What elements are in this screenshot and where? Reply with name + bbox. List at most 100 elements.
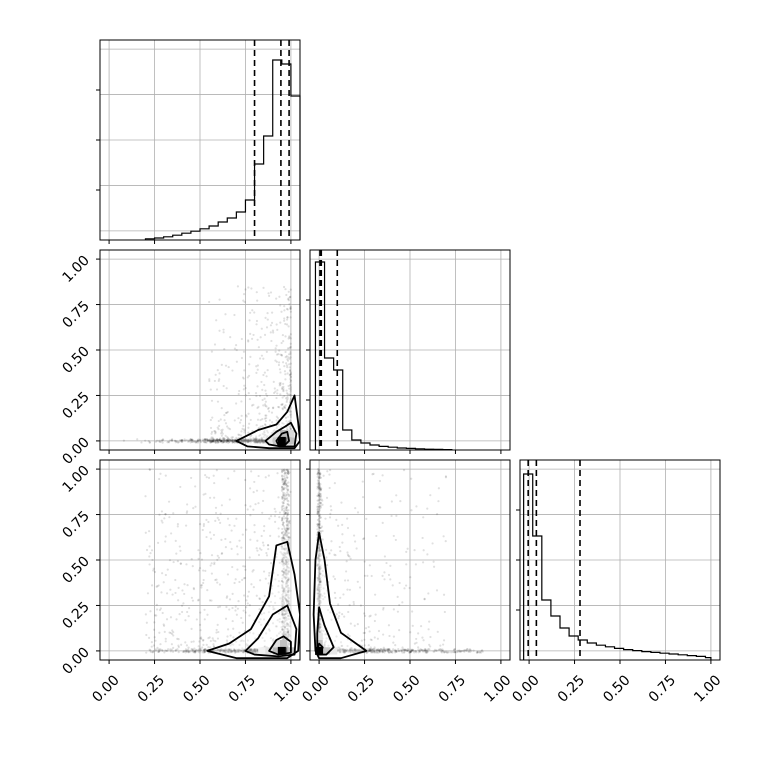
scatter-point <box>287 537 290 540</box>
scatter-point <box>404 648 407 651</box>
scatter-point <box>241 639 244 642</box>
scatter-point <box>269 534 272 538</box>
scatter-point <box>424 651 427 654</box>
scatter-point <box>425 651 429 654</box>
scatter-point <box>316 510 320 513</box>
scatter-point <box>255 439 258 443</box>
scatter-point <box>284 632 287 636</box>
scatter-point <box>232 648 236 651</box>
scatter-point <box>282 422 285 425</box>
scatter-point <box>283 497 287 500</box>
scatter-point <box>205 535 208 539</box>
scatter-point <box>316 471 319 475</box>
scatter-point <box>353 648 356 651</box>
scatter-point <box>411 624 414 627</box>
scatter-point <box>365 651 368 654</box>
scatter-point <box>435 513 439 516</box>
scatter-point <box>282 504 285 508</box>
scatter-point <box>144 439 147 442</box>
scatter-point <box>318 499 322 502</box>
scatter-point <box>252 403 255 406</box>
scatter-point <box>366 650 370 653</box>
scatter-point <box>263 594 266 597</box>
scatter-point <box>283 538 287 541</box>
scatter-point <box>213 429 216 433</box>
scatter-point <box>222 438 226 441</box>
scatter-point <box>401 646 404 649</box>
scatter-point <box>181 439 184 442</box>
scatter-point <box>284 556 288 559</box>
scatter-point <box>378 650 381 653</box>
scatter-point <box>262 441 265 444</box>
scatter-point <box>195 440 198 443</box>
scatter-point <box>177 440 181 444</box>
scatter-point <box>249 649 253 652</box>
scatter-point <box>318 523 321 527</box>
scatter-point <box>288 295 292 299</box>
scatter-point <box>269 331 272 334</box>
scatter-point <box>227 439 230 443</box>
scatter-point <box>209 441 212 444</box>
scatter-point <box>317 487 321 490</box>
scatter-point <box>335 635 338 638</box>
scatter-point <box>343 649 346 652</box>
scatter-point <box>287 600 291 603</box>
scatter-point <box>318 509 321 512</box>
scatter-point <box>255 438 258 442</box>
scatter-point <box>284 597 287 601</box>
scatter-point <box>235 648 238 651</box>
scatter-point <box>199 637 202 640</box>
scatter-point <box>209 418 212 422</box>
scatter-point <box>192 651 195 654</box>
scatter-point <box>210 554 214 557</box>
scatter-point <box>318 595 321 599</box>
scatter-point <box>368 649 371 652</box>
scatter-point <box>287 524 290 527</box>
scatter-point <box>319 506 322 509</box>
scatter-point <box>285 594 288 597</box>
scatter-point <box>240 439 243 442</box>
scatter-point <box>394 648 397 651</box>
scatter-point <box>235 402 238 405</box>
scatter-point <box>215 649 218 652</box>
scatter-point <box>261 441 265 444</box>
scatter-point <box>244 504 247 507</box>
scatter-point <box>242 565 245 568</box>
scatter-point <box>175 552 178 555</box>
scatter-point <box>420 648 423 651</box>
scatter-point <box>289 419 292 422</box>
scatter-point <box>186 503 189 506</box>
scatter-point <box>180 438 183 442</box>
scatter-point <box>318 565 321 568</box>
scatter-point <box>318 476 321 480</box>
scatter-point <box>154 440 158 443</box>
scatter-point <box>216 581 219 584</box>
scatter-point <box>317 556 320 559</box>
scatter-point <box>219 512 222 515</box>
scatter-point <box>226 439 229 442</box>
scatter-point <box>342 648 345 651</box>
scatter-point <box>206 613 209 616</box>
scatter-point <box>439 648 442 651</box>
scatter-point <box>283 569 287 572</box>
scatter-point <box>256 549 259 552</box>
scatter-point <box>388 634 391 638</box>
scatter-point <box>220 552 223 555</box>
scatter-point <box>343 649 347 652</box>
scatter-point <box>243 439 246 442</box>
scatter-point <box>235 650 238 654</box>
scatter-point <box>155 585 158 588</box>
scatter-point <box>319 594 322 597</box>
scatter-point <box>231 649 234 653</box>
scatter-points <box>122 285 293 444</box>
scatter-point <box>253 649 256 652</box>
scatter-point <box>286 517 289 520</box>
scatter-point <box>405 584 408 587</box>
scatter-point <box>285 580 288 583</box>
scatter-point <box>264 476 267 479</box>
scatter-point <box>281 593 284 596</box>
scatter-point <box>271 584 274 588</box>
scatter-point <box>338 611 341 614</box>
scatter-point <box>202 522 206 526</box>
scatter-point <box>159 472 162 475</box>
